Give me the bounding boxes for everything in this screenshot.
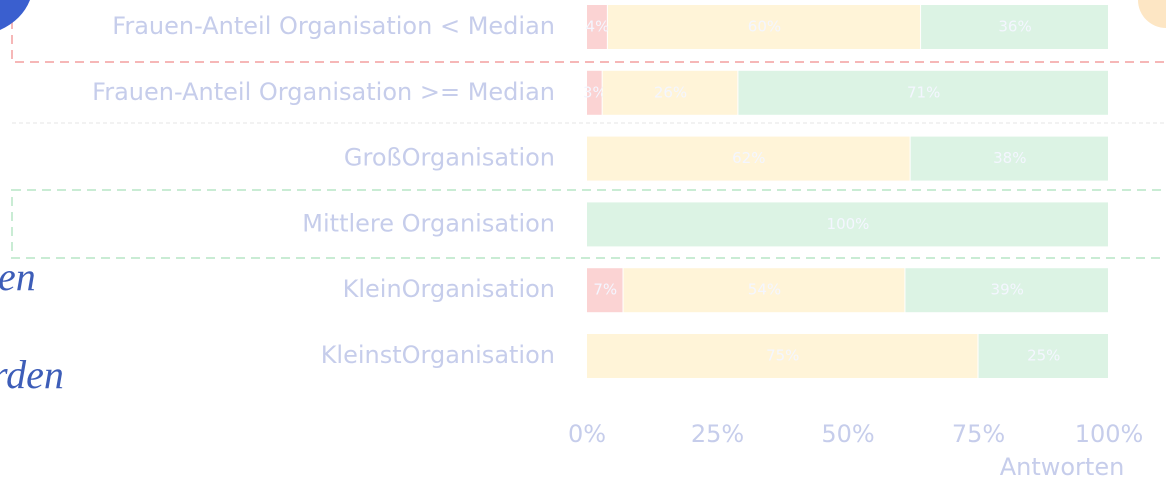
- x-tick-label: 50%: [821, 420, 874, 448]
- data-label: 75%: [766, 347, 799, 365]
- category-label: GroßOrganisation: [344, 144, 555, 172]
- x-tick-label: 100%: [1075, 420, 1144, 448]
- data-label: 100%: [827, 215, 870, 233]
- data-label: 7%: [593, 281, 617, 299]
- bar-segment: [587, 136, 910, 181]
- data-label: 54%: [748, 281, 781, 299]
- annotation: rden: [0, 352, 64, 397]
- annotation: en: [0, 254, 36, 299]
- data-label: 25%: [1027, 347, 1060, 365]
- data-label: 60%: [748, 18, 781, 36]
- category-label: KleinOrganisation: [343, 275, 555, 303]
- category-label: Mittlere Organisation: [302, 209, 555, 237]
- bar-segment: [905, 268, 1108, 313]
- data-label: 71%: [907, 83, 940, 101]
- data-label: 4%: [586, 18, 610, 36]
- bar-segment: [602, 70, 738, 115]
- category-label: Frauen-Anteil Organisation >= Median: [92, 78, 555, 106]
- data-label: 26%: [654, 83, 687, 101]
- bar-segment: [910, 136, 1108, 181]
- data-label: 39%: [991, 281, 1024, 299]
- x-tick-label: 0%: [568, 420, 606, 448]
- category-label: Frauen-Anteil Organisation < Median: [112, 12, 555, 40]
- x-tick-label: 25%: [691, 420, 744, 448]
- bar-segment: [587, 334, 978, 378]
- bar-segment: [587, 202, 1108, 247]
- decoration: [0, 0, 30, 30]
- bar-segment: [587, 70, 602, 115]
- decoration: [1138, 0, 1166, 28]
- bar-segment: [587, 268, 623, 313]
- highlight-box: [11, 0, 1166, 63]
- bar-segment: [921, 5, 1108, 49]
- bar-segment: [607, 5, 921, 49]
- category-label: KleinstOrganisation: [321, 341, 555, 369]
- data-label: 3%: [583, 83, 607, 101]
- data-label: 36%: [998, 18, 1031, 36]
- bar-segment: [623, 268, 905, 313]
- bar-segment: [587, 5, 607, 49]
- data-label: 62%: [732, 149, 765, 167]
- x-tick-label: 75%: [952, 420, 1005, 448]
- bar-segment: [978, 334, 1108, 378]
- x-axis-label: Antworten: [1000, 453, 1125, 481]
- bar-segment: [738, 70, 1108, 115]
- highlight-box: [11, 189, 1166, 259]
- data-label: 38%: [993, 149, 1026, 167]
